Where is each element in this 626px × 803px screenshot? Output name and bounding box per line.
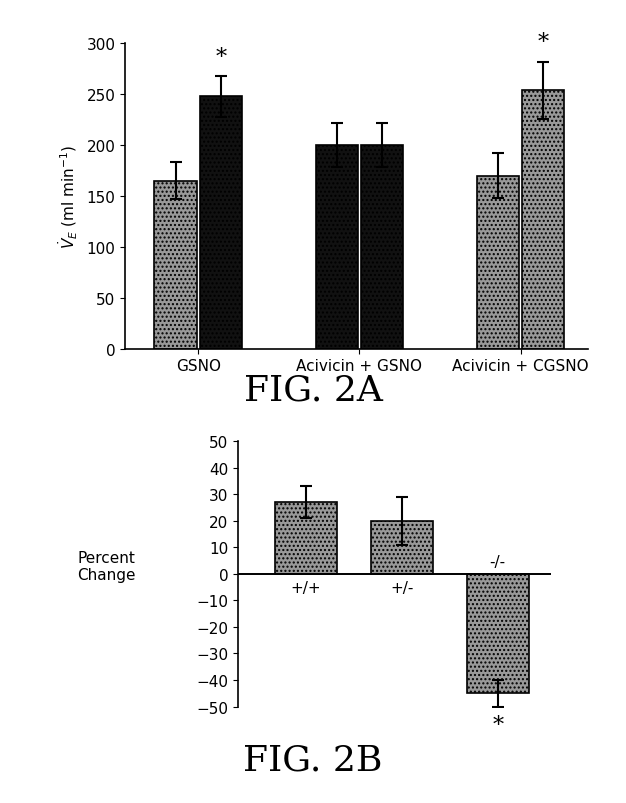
Bar [316,146,358,349]
Y-axis label: $\dot{V}_E$ (ml min$^{-1}$): $\dot{V}_E$ (ml min$^{-1}$) [56,145,80,249]
Text: FIG. 2B: FIG. 2B [244,743,382,777]
Bar [200,97,242,349]
Bar [522,91,565,349]
Text: Percent
Change: Percent Change [77,550,136,582]
Text: -/-: -/- [490,554,506,569]
Text: *: * [492,715,503,736]
Text: +/+: +/+ [290,581,321,596]
Text: *: * [215,47,227,68]
Bar [476,177,519,349]
Bar [361,146,403,349]
Text: +/-: +/- [390,581,413,596]
Text: *: * [538,32,549,55]
Bar [275,503,337,574]
Bar [467,574,529,693]
Text: FIG. 2A: FIG. 2A [244,373,382,407]
Bar [155,181,197,349]
Bar [371,521,433,574]
